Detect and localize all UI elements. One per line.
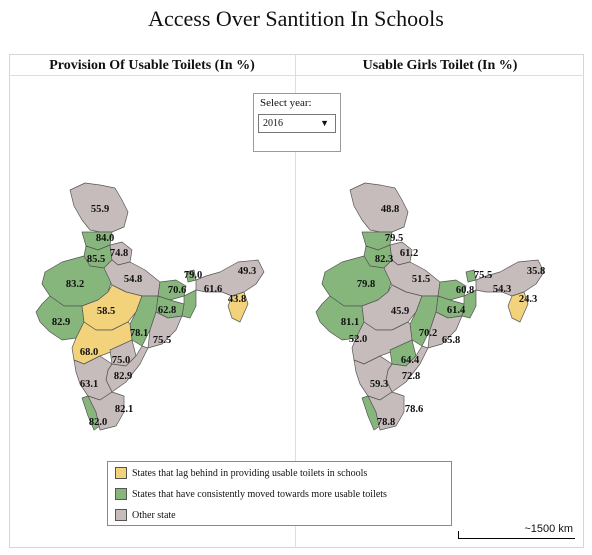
scale-bar: ~1500 km (458, 523, 575, 539)
value-label: 51.5 (412, 274, 430, 285)
map-usable-toilets: 55.9 84.0 85.5 74.8 83.2 54.8 79.0 49.3 … (35, 182, 265, 431)
value-label: 68.0 (80, 347, 98, 358)
value-label: 82.0 (89, 417, 107, 428)
value-label: 78.6 (405, 404, 423, 415)
value-label: 48.8 (381, 204, 399, 215)
value-label: 79.8 (357, 279, 375, 290)
value-label: 24.3 (519, 294, 537, 305)
region-tamil-nadu[interactable] (87, 391, 125, 431)
map-panels-frame (9, 54, 584, 548)
dropdown-arrow-icon: ▼ (320, 118, 329, 128)
map-girls-toilets: 48.8 79.5 82.3 61.2 79.8 51.5 75.5 35.8 … (315, 182, 545, 431)
value-label: 84.0 (96, 233, 114, 244)
year-select[interactable]: 2016 ▼ (258, 114, 336, 133)
region-mizoram[interactable] (227, 291, 249, 323)
value-label: 75.5 (474, 270, 492, 281)
value-label: 74.8 (110, 248, 128, 259)
region-odisha[interactable] (427, 311, 463, 349)
region-northeast[interactable] (475, 259, 545, 297)
region-karnataka[interactable] (353, 355, 393, 401)
value-label: 83.2 (66, 279, 84, 290)
year-select-value: 2016 (263, 118, 283, 129)
value-label: 70.2 (419, 328, 437, 339)
region-karnataka[interactable] (73, 355, 113, 401)
value-label: 85.5 (87, 254, 105, 265)
year-selector-panel: Select year: 2016 ▼ (253, 93, 341, 152)
value-label: 59.3 (370, 379, 388, 390)
scale-label: ~1500 km (524, 523, 573, 535)
value-label: 58.5 (97, 306, 115, 317)
legend-label: States that lag behind in providing usab… (132, 467, 368, 479)
legend-swatch-lag (115, 467, 127, 479)
value-label: 72.8 (402, 371, 420, 382)
value-label: 79.5 (385, 233, 403, 244)
region-tamil-nadu[interactable] (367, 391, 405, 431)
value-label: 62.8 (158, 305, 176, 316)
value-label: 78.8 (377, 417, 395, 428)
value-label: 49.3 (238, 266, 256, 277)
region-jammu-kashmir[interactable] (349, 182, 409, 233)
legend-label: States that have consistently moved towa… (132, 488, 387, 500)
right-panel-title: Usable Girls Toilet (In %) (362, 58, 518, 73)
value-label: 61.6 (204, 284, 222, 295)
legend-swatch-other (115, 509, 127, 521)
region-jammu-kashmir[interactable] (69, 182, 129, 233)
value-label: 75.0 (112, 355, 130, 366)
value-label: 75.5 (153, 335, 171, 346)
value-label: 35.8 (527, 266, 545, 277)
value-label: 60.8 (456, 285, 474, 296)
region-odisha[interactable] (147, 311, 183, 349)
value-label: 64.4 (401, 355, 420, 366)
value-label: 79.0 (184, 270, 202, 281)
legend: States that lag behind in providing usab… (107, 461, 452, 526)
value-label: 82.1 (115, 404, 133, 415)
legend-item-other: Other state (115, 507, 176, 523)
value-label: 65.8 (442, 335, 460, 346)
legend-swatch-moved (115, 488, 127, 500)
value-label: 70.6 (168, 285, 186, 296)
legend-item-moved: States that have consistently moved towa… (115, 486, 387, 502)
value-label: 52.0 (349, 334, 367, 345)
scale-tick (458, 531, 459, 539)
legend-item-lag: States that lag behind in providing usab… (115, 465, 367, 481)
value-label: 81.1 (341, 317, 359, 328)
region-mizoram[interactable] (507, 291, 529, 323)
header-rule (9, 75, 584, 76)
panel-divider (295, 54, 296, 548)
page-title: Access Over Santition In Schools (148, 6, 444, 31)
value-label: 54.8 (124, 274, 142, 285)
region-northeast[interactable] (195, 259, 265, 297)
value-label: 78.1 (130, 328, 148, 339)
year-selector-label: Select year: (260, 97, 312, 109)
left-panel-title: Provision Of Usable Toilets (In %) (49, 58, 255, 73)
value-label: 43.8 (228, 294, 246, 305)
value-label: 82.3 (375, 254, 393, 265)
legend-label: Other state (132, 509, 176, 521)
scale-line (458, 538, 575, 539)
value-label: 63.1 (80, 379, 98, 390)
value-label: 45.9 (391, 306, 409, 317)
value-label: 61.2 (400, 248, 418, 259)
value-label: 61.4 (447, 305, 466, 316)
value-label: 82.9 (114, 371, 132, 382)
value-label: 55.9 (91, 204, 109, 215)
value-label: 82.9 (52, 317, 70, 328)
value-label: 54.3 (493, 284, 511, 295)
